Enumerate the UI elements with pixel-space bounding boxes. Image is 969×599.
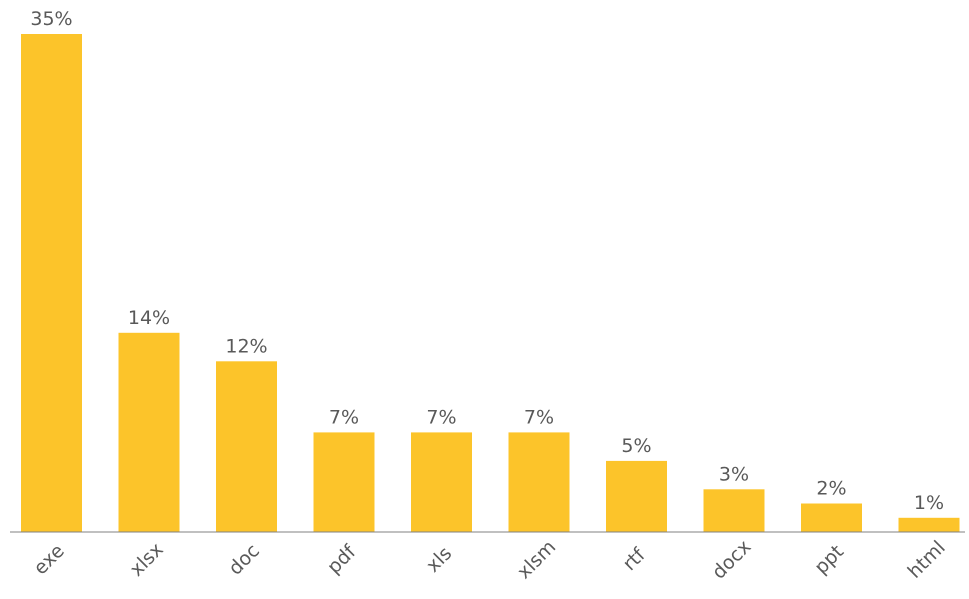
bar-xls bbox=[411, 432, 472, 532]
value-label-xlsx: 14% bbox=[128, 307, 170, 329]
category-labels-group: exe xlsx doc pdf xls xlsm rtf docx ppt html bbox=[29, 536, 949, 584]
bar-doc bbox=[216, 361, 277, 532]
bar-exe bbox=[21, 34, 82, 532]
category-label-html: html bbox=[904, 537, 950, 583]
value-label-xls: 7% bbox=[426, 406, 456, 428]
value-label-pdf: 7% bbox=[329, 406, 359, 428]
category-label-docx: docx bbox=[708, 536, 756, 584]
value-label-html: 1% bbox=[914, 492, 944, 514]
category-label-doc: doc bbox=[224, 540, 264, 580]
bar-xlsx bbox=[118, 332, 180, 532]
value-labels-group: 35% 14% 12% 7% 7% 7% 5% 3% 2% 1% bbox=[30, 8, 944, 514]
value-label-exe: 35% bbox=[30, 8, 72, 30]
value-label-rtf: 5% bbox=[621, 435, 651, 457]
category-label-xlsx: xlsx bbox=[126, 539, 168, 581]
bar-ppt bbox=[801, 503, 862, 532]
bar-xlsm bbox=[508, 432, 570, 532]
value-label-docx: 3% bbox=[719, 463, 749, 485]
category-label-xlsm: xlsm bbox=[513, 536, 560, 583]
value-label-doc: 12% bbox=[225, 335, 267, 357]
category-label-exe: exe bbox=[29, 540, 68, 579]
value-label-xlsm: 7% bbox=[524, 406, 554, 428]
category-label-ppt: ppt bbox=[810, 541, 848, 579]
category-label-rtf: rtf bbox=[619, 543, 651, 575]
category-label-pdf: pdf bbox=[323, 540, 361, 578]
bar-docx bbox=[703, 489, 765, 532]
bar-pdf bbox=[313, 432, 375, 532]
bars-group bbox=[21, 34, 960, 532]
bar-html bbox=[898, 517, 960, 532]
bar-rtf bbox=[606, 460, 667, 532]
value-label-ppt: 2% bbox=[816, 478, 846, 500]
category-label-xls: xls bbox=[422, 543, 456, 577]
